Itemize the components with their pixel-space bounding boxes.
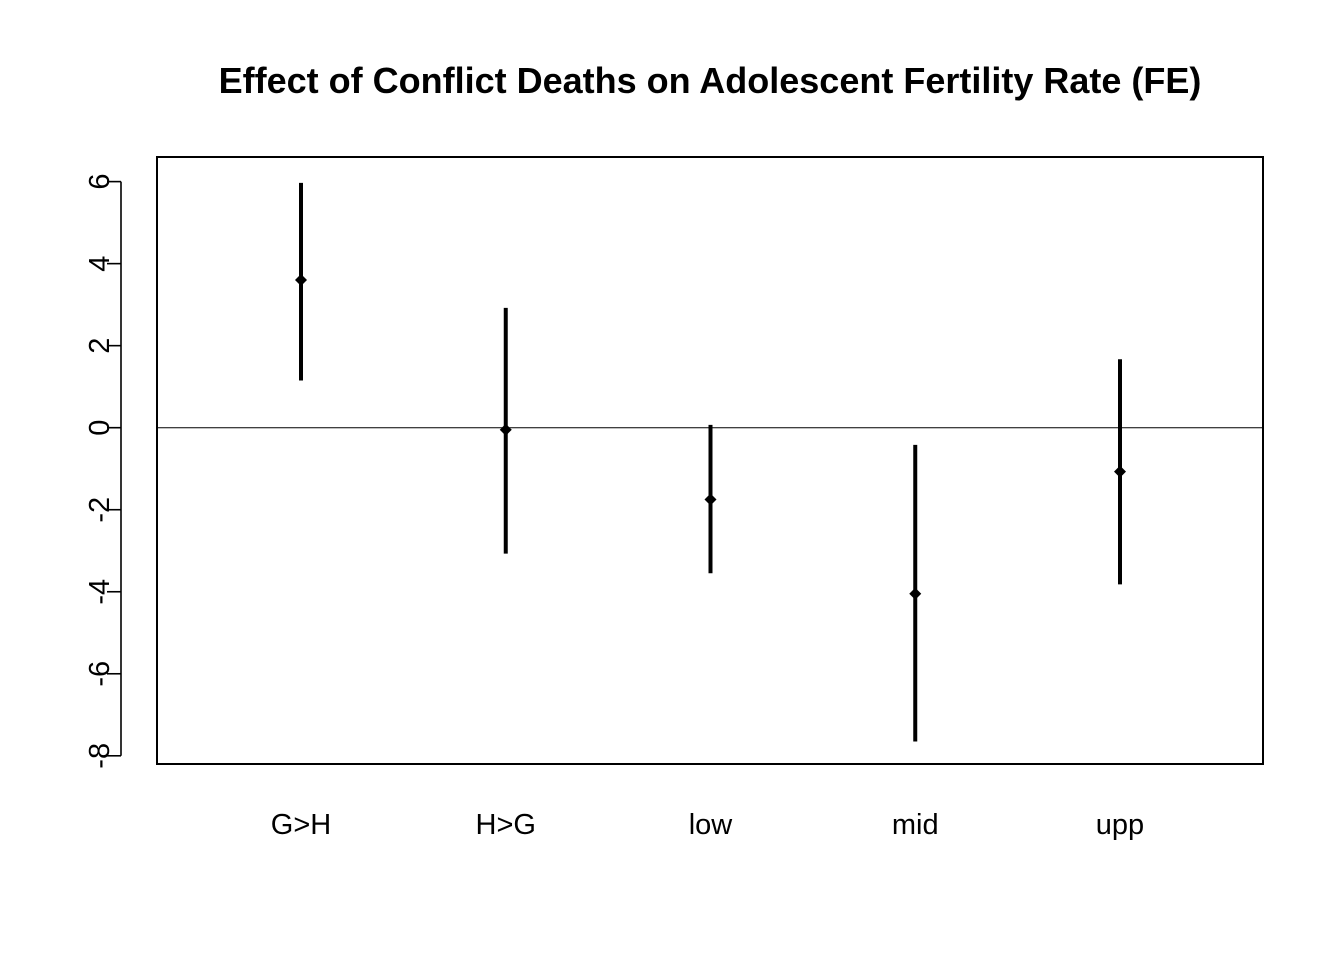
chart-title: Effect of Conflict Deaths on Adolescent … bbox=[219, 60, 1202, 101]
y-tick-label: -4 bbox=[84, 579, 116, 605]
y-tick-label: -8 bbox=[84, 743, 116, 769]
point-estimate bbox=[1114, 465, 1126, 478]
plot-frame bbox=[156, 156, 1264, 765]
x-tick-label: H>G bbox=[476, 809, 536, 841]
y-tick-label: 2 bbox=[84, 338, 116, 354]
x-axis: G>H H>G low mid upp bbox=[271, 809, 1144, 841]
point-estimate bbox=[704, 493, 717, 506]
point-estimate bbox=[295, 274, 307, 287]
y-tick-label: 4 bbox=[84, 256, 116, 272]
x-tick-label: mid bbox=[892, 809, 939, 841]
point-estimate bbox=[499, 423, 512, 436]
y-tick-label: -2 bbox=[84, 497, 116, 523]
y-tick-label: 6 bbox=[84, 174, 116, 190]
y-tick-label: 0 bbox=[84, 420, 116, 436]
y-axis: 6 4 2 0 -2 -4 -6 -8 bbox=[84, 174, 121, 769]
error-bars bbox=[295, 182, 1126, 742]
point-estimate bbox=[909, 587, 922, 600]
x-tick-label: low bbox=[689, 809, 734, 841]
y-tick-label: -6 bbox=[84, 661, 116, 687]
x-tick-label: G>H bbox=[271, 809, 331, 841]
x-tick-label: upp bbox=[1096, 809, 1144, 841]
